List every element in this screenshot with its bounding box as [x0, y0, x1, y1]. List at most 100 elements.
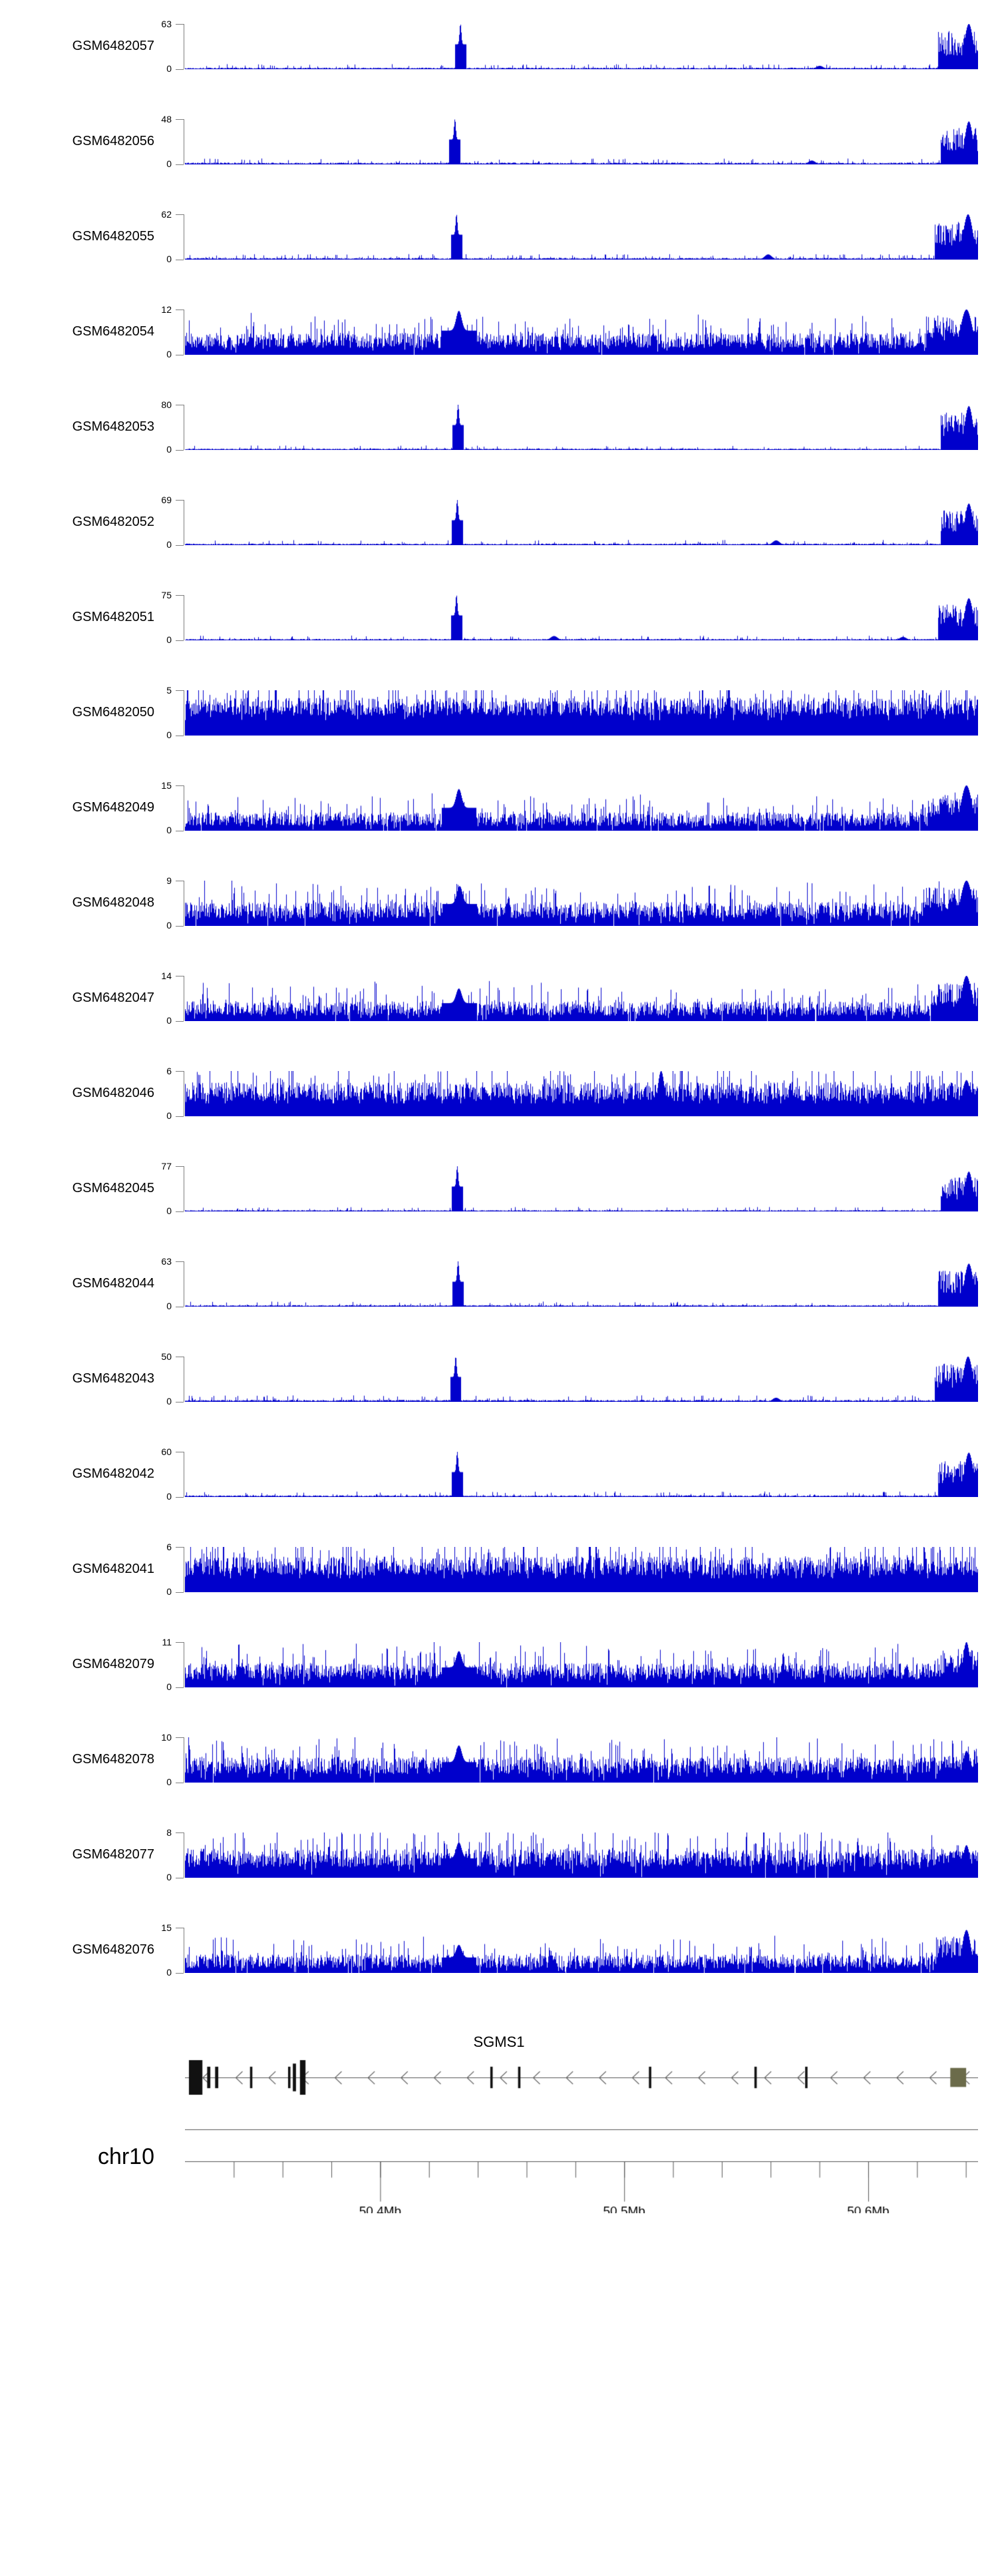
- axis-min-label: 0: [166, 444, 172, 455]
- coverage-plot[interactable]: [185, 1452, 978, 1497]
- track-sample-label: GSM6482047: [72, 990, 154, 1005]
- coverage-plot[interactable]: [185, 1547, 978, 1592]
- axis-max-label: 50: [161, 1351, 172, 1362]
- track-sample-label: GSM6482044: [72, 1276, 154, 1291]
- coverage-plot[interactable]: [185, 1832, 978, 1878]
- y-axis-tick-max: [176, 690, 184, 691]
- axis-min-label: 0: [166, 634, 172, 645]
- axis-max-label: 6: [166, 1066, 172, 1076]
- axis-min-label: 0: [166, 1681, 172, 1692]
- gene-model-track[interactable]: [185, 2056, 978, 2099]
- axis-min-label: 0: [166, 1967, 172, 1978]
- axis-max-label: 6: [166, 1542, 172, 1552]
- y-axis-tick-max: [176, 1166, 184, 1167]
- track-sample-label: GSM6482077: [72, 1847, 154, 1862]
- track-sample-label: GSM6482049: [72, 800, 154, 815]
- y-axis-tick-max: [176, 1261, 184, 1262]
- y-axis-tick-min: [176, 1021, 184, 1022]
- track-sample-label: GSM6482054: [72, 324, 154, 339]
- track-sample-label: GSM6482052: [72, 515, 154, 529]
- y-axis-tick-min: [176, 1973, 184, 1974]
- y-axis-tick-max: [176, 119, 184, 120]
- coverage-plot[interactable]: [185, 595, 978, 640]
- axis-max-label: 15: [161, 1922, 172, 1933]
- axis-min-label: 0: [166, 539, 172, 550]
- track-sample-label: GSM6482042: [72, 1466, 154, 1481]
- chromosome-label: chr10: [97, 2144, 154, 2169]
- coverage-plot[interactable]: [185, 785, 978, 831]
- axis-max-label: 48: [161, 114, 172, 124]
- coverage-plot[interactable]: [185, 1737, 978, 1783]
- axis-min-label: 0: [166, 825, 172, 835]
- y-axis-tick-min: [176, 926, 184, 927]
- coverage-plot[interactable]: [185, 881, 978, 926]
- track-sample-label: GSM6482041: [72, 1562, 154, 1576]
- axis-min-label: 0: [166, 349, 172, 359]
- axis-min-label: 0: [166, 254, 172, 264]
- axis-max-label: 69: [161, 495, 172, 505]
- axis-min-label: 0: [166, 63, 172, 74]
- y-axis-tick-min: [176, 69, 184, 70]
- axis-max-label: 60: [161, 1446, 172, 1457]
- axis-min-label: 0: [166, 158, 172, 169]
- coverage-plot[interactable]: [185, 690, 978, 736]
- y-axis-tick-min: [176, 545, 184, 546]
- y-axis-tick-max: [176, 1737, 184, 1738]
- coverage-plot[interactable]: [185, 1166, 978, 1211]
- y-axis-tick-min: [176, 1211, 184, 1212]
- axis-max-label: 15: [161, 780, 172, 791]
- axis-max-label: 11: [162, 1637, 172, 1647]
- coverage-plot[interactable]: [185, 1928, 978, 1973]
- track-sample-label: GSM6482057: [72, 39, 154, 53]
- axis-min-label: 0: [166, 920, 172, 931]
- axis-max-label: 63: [161, 19, 172, 29]
- y-axis-tick-min: [176, 164, 184, 165]
- y-axis-tick-max: [176, 1832, 184, 1833]
- axis-min-label: 0: [166, 1396, 172, 1406]
- coverage-plot[interactable]: [185, 1642, 978, 1687]
- y-axis-tick-min: [176, 640, 184, 641]
- axis-max-label: 62: [161, 209, 172, 220]
- y-axis-tick-min: [176, 1592, 184, 1593]
- coverage-plot[interactable]: [185, 24, 978, 69]
- coverage-plot[interactable]: [185, 1071, 978, 1116]
- axis-min-label: 0: [166, 1110, 172, 1121]
- track-sample-label: GSM6482043: [72, 1371, 154, 1386]
- y-axis-tick-max: [176, 500, 184, 501]
- axis-max-label: 63: [161, 1256, 172, 1267]
- track-sample-label: GSM6482076: [72, 1942, 154, 1957]
- track-sample-label: GSM6482045: [72, 1181, 154, 1195]
- axis-max-label: 5: [166, 685, 172, 696]
- track-sample-label: GSM6482078: [72, 1752, 154, 1767]
- axis-min-label: 0: [166, 1301, 172, 1311]
- track-sample-label: GSM6482055: [72, 229, 154, 244]
- y-axis-tick-max: [176, 1547, 184, 1548]
- coverage-plot[interactable]: [185, 310, 978, 355]
- coverage-plot[interactable]: [185, 976, 978, 1021]
- axis-min-label: 0: [166, 730, 172, 740]
- track-sample-label: GSM6482051: [72, 610, 154, 624]
- coverage-plot[interactable]: [185, 500, 978, 545]
- track-sample-label: GSM6482056: [72, 134, 154, 148]
- y-axis-tick-max: [176, 24, 184, 25]
- axis-min-label: 0: [166, 1777, 172, 1787]
- axis-max-label: 80: [161, 399, 172, 410]
- axis-max-label: 14: [161, 970, 172, 981]
- axis-max-label: 12: [161, 304, 172, 315]
- y-axis-tick-max: [176, 1642, 184, 1643]
- coverage-plot[interactable]: [185, 1357, 978, 1402]
- coverage-plot[interactable]: [185, 119, 978, 164]
- coverage-plot[interactable]: [185, 405, 978, 450]
- y-axis-tick-max: [176, 214, 184, 215]
- track-sample-label: GSM6482046: [72, 1086, 154, 1100]
- track-sample-label: GSM6482079: [72, 1657, 154, 1671]
- genome-axis-ruler[interactable]: [185, 2113, 978, 2213]
- axis-max-label: 75: [161, 590, 172, 600]
- coverage-plot[interactable]: [185, 1261, 978, 1307]
- axis-max-label: 8: [166, 1827, 172, 1838]
- y-axis-tick-max: [176, 1071, 184, 1072]
- axis-min-label: 0: [166, 1586, 172, 1597]
- coverage-plot[interactable]: [185, 214, 978, 260]
- y-axis-tick-min: [176, 1497, 184, 1498]
